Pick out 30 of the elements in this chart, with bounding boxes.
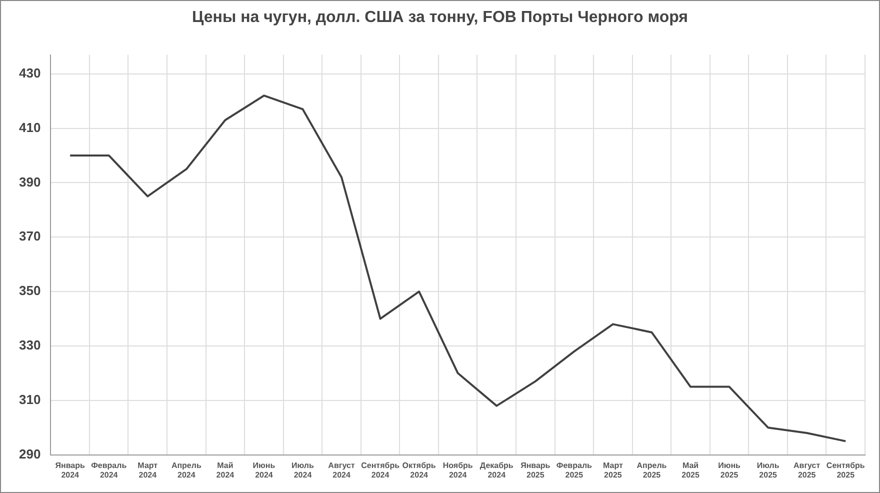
x-tick-label: Июнь 2024 xyxy=(252,460,276,480)
x-tick-label: Март 2025 xyxy=(602,460,623,480)
y-tick-label: 370 xyxy=(18,228,41,244)
x-tick-label: Август 2025 xyxy=(794,460,820,480)
x-tick-label: Февраль 2025 xyxy=(556,460,592,480)
y-tick-label: 330 xyxy=(18,338,41,353)
x-tick-label: Июнь 2025 xyxy=(718,460,741,480)
x-tick-label: Апрель 2025 xyxy=(636,460,667,480)
x-tick-label: Сентябрь 2025 xyxy=(826,460,865,480)
x-tick-label: Ноябрь 2024 xyxy=(442,460,473,480)
x-tick-label: Декабрь 2024 xyxy=(480,460,514,480)
y-tick-label: 310 xyxy=(18,392,41,407)
x-tick-label: Август 2024 xyxy=(328,460,355,480)
y-tick-label: 430 xyxy=(18,65,41,80)
x-tick-label: Май 2025 xyxy=(682,460,700,480)
chart-title: Цены на чугун, долл. США за тонну, FOB Порты Черного моря xyxy=(191,9,689,27)
x-tick-label: Январь 2025 xyxy=(520,460,550,480)
x-tick-label: Июль 2024 xyxy=(292,460,314,480)
y-tick-label: 410 xyxy=(18,120,41,135)
x-tick-label: Январь 2024 xyxy=(55,460,85,480)
y-tick-label: 290 xyxy=(18,446,41,462)
y-tick-label: 390 xyxy=(18,174,41,190)
x-tick-label: Февраль 2024 xyxy=(91,460,127,480)
x-tick-label: Апрель 2024 xyxy=(171,460,202,480)
x-tick-label: Март 2024 xyxy=(138,460,158,480)
x-tick-label: Октябрь 2024 xyxy=(402,460,436,480)
x-tick-label: Сентябрь 2024 xyxy=(361,460,400,480)
y-tick-label: 350 xyxy=(18,283,41,298)
x-tick-label: Май 2024 xyxy=(216,460,235,480)
x-tick-label: Июль 2025 xyxy=(756,460,780,480)
